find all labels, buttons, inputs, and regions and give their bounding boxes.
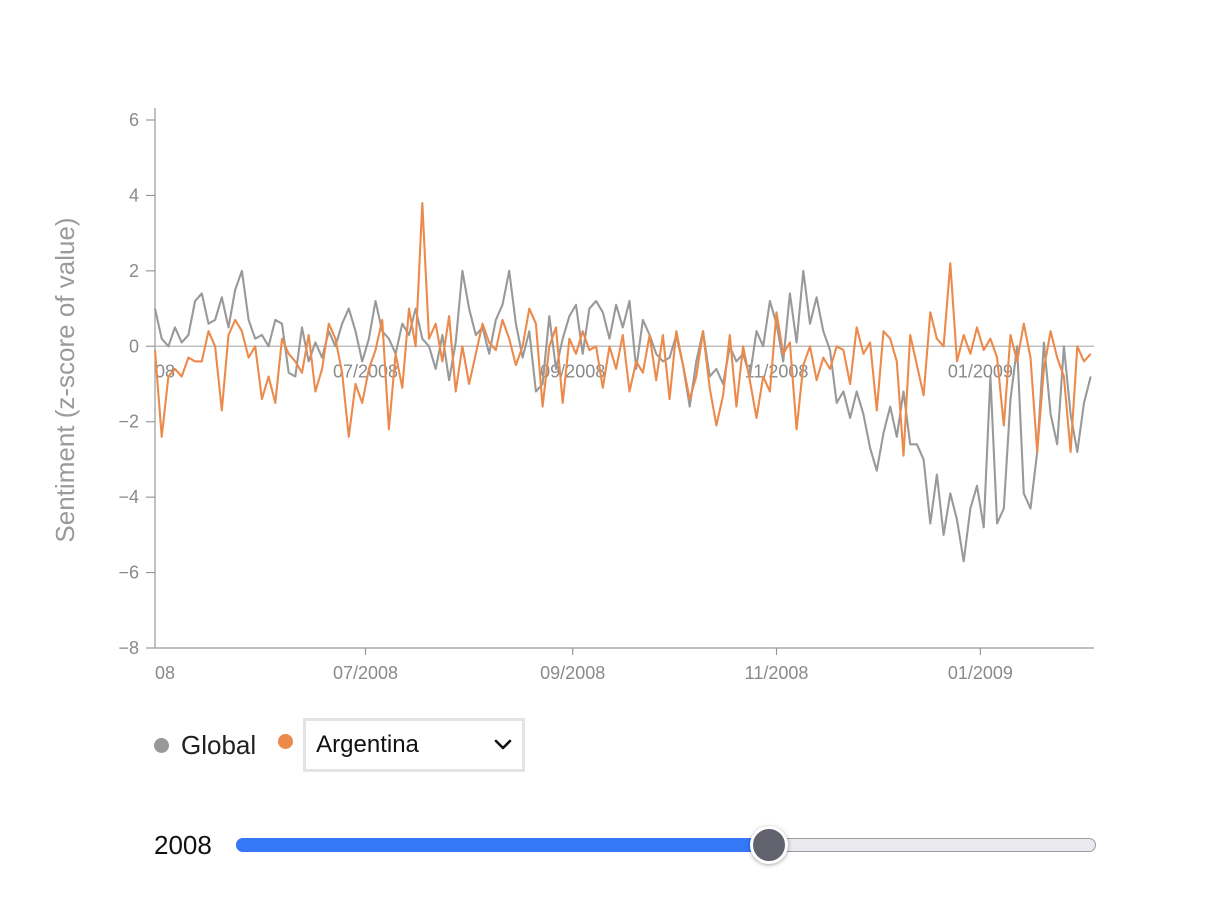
y-tick-label: −4 (118, 487, 139, 507)
x-axis-ticks: 08 08 07/2008 07/2008 09/2008 09/2008 11/2008 1… (155, 361, 1013, 683)
year-label: 2008 (154, 830, 212, 860)
year-slider-thumb[interactable] (750, 826, 789, 864)
series-line-argentina (153, 201, 1092, 457)
x-tick-label: 08 (155, 663, 175, 683)
y-tick-label: 4 (129, 185, 139, 205)
x-tick-label-inner: 11/2008 (745, 361, 809, 381)
x-tick-label: 09/2008 (540, 663, 605, 683)
legend-global-label: Global (181, 729, 257, 760)
y-tick-label: −8 (118, 638, 139, 658)
y-axis-ticks: 6 4 2 0 −2 −4 −6 −8 (118, 110, 155, 658)
x-tick-label-inner: 09/2008 (540, 361, 605, 381)
y-tick-label: 6 (129, 110, 139, 130)
x-tick-label-inner: 08 (155, 361, 175, 381)
year-slider[interactable] (236, 826, 1096, 864)
legend: Global Argentina (154, 716, 526, 774)
y-tick-label: −2 (118, 412, 139, 432)
y-tick-label: 0 (129, 336, 139, 356)
legend-country-dot (278, 733, 294, 749)
y-tick-label: −6 (118, 563, 139, 583)
y-axis-title: Sentiment (z-score of value) (50, 217, 80, 542)
series-lines (153, 201, 1092, 563)
x-tick-label: 07/2008 (333, 663, 398, 683)
chevron-down-icon (494, 739, 512, 750)
sentiment-line-chart: 6 4 2 0 −2 −4 −6 −8 08 08 07/2008 07/2008 09/2008 09… (50, 108, 1094, 683)
legend-global-dot (154, 737, 169, 753)
country-select-value: Argentina (316, 731, 419, 758)
y-tick-label: 2 (129, 261, 139, 281)
year-slider-fill (236, 838, 770, 852)
x-tick-label-inner: 01/2009 (948, 361, 1013, 381)
country-select[interactable]: Argentina (303, 718, 526, 772)
series-line-global (153, 269, 1092, 563)
x-tick-label: 01/2009 (948, 663, 1013, 683)
x-tick-label: 11/2008 (745, 663, 809, 683)
x-tick-label-inner: 07/2008 (333, 361, 398, 381)
